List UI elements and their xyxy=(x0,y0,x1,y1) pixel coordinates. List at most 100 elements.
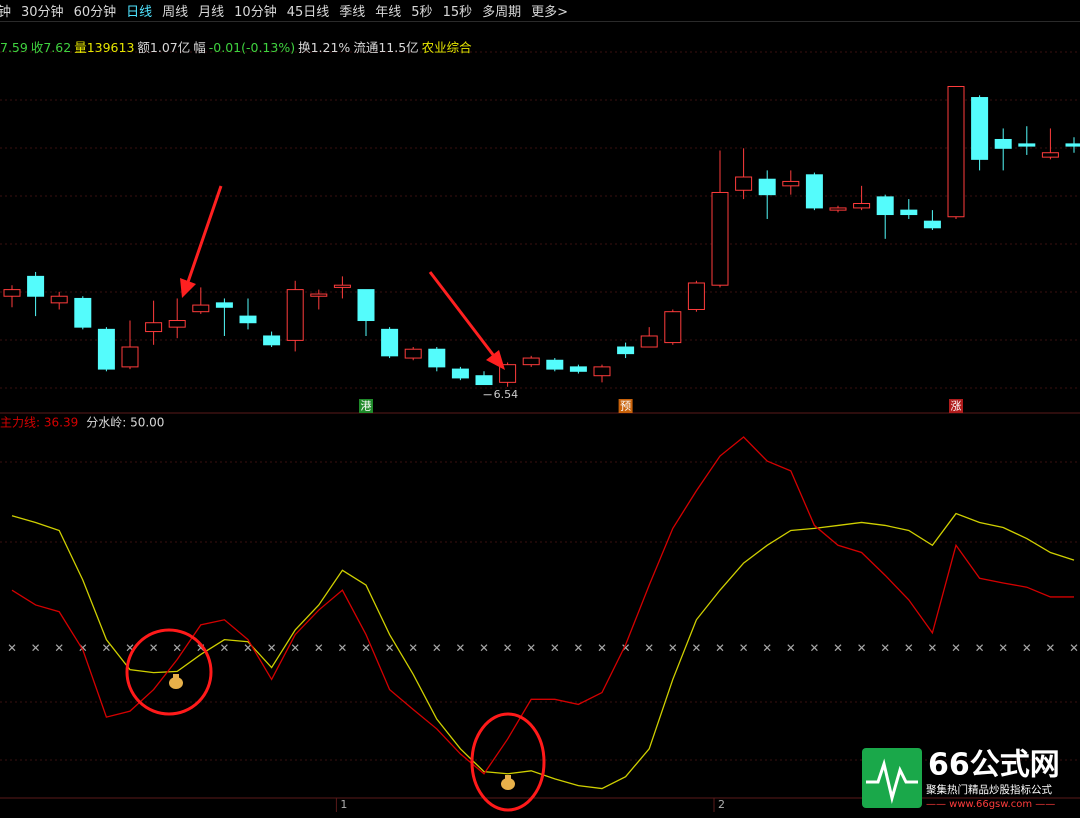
period-tab[interactable]: 月线 xyxy=(198,5,225,20)
quote-info: 7.59 收7.62 量139613 额1.07亿幅 -0.01(-0.13%) 换1.2… xyxy=(0,37,475,56)
signal-badge: 港 xyxy=(361,400,372,413)
reference-marker xyxy=(315,644,323,652)
candle-body xyxy=(947,85,965,218)
reference-marker xyxy=(150,644,158,652)
reference-marker xyxy=(976,644,984,652)
signal-badge: 涨 xyxy=(951,400,962,413)
reference-marker xyxy=(999,644,1007,652)
candle-body xyxy=(900,209,918,216)
legend-entry: 分水岭: 50.00 xyxy=(86,416,164,430)
quote-field: 幅 xyxy=(193,40,206,55)
candle-body xyxy=(640,335,658,348)
period-tab[interactable]: 季线 xyxy=(339,5,366,20)
candle-body xyxy=(192,304,210,313)
candle-body xyxy=(617,346,635,355)
candle-body xyxy=(239,315,257,324)
candle-body xyxy=(1041,152,1059,158)
reference-marker xyxy=(480,644,488,652)
candles: 1 港 6.54 预 2 涨 xyxy=(3,85,1080,812)
reference-marker xyxy=(173,644,181,652)
candle-body xyxy=(428,348,446,368)
low-label: 6.54 xyxy=(494,388,518,401)
arrow-head xyxy=(180,278,196,298)
reference-marker xyxy=(834,644,842,652)
candle-body xyxy=(286,289,304,341)
reference-marker xyxy=(32,644,40,652)
candle-body xyxy=(168,320,186,328)
reference-marker xyxy=(244,644,252,652)
legend-entry: 主力线: 36.39 xyxy=(0,416,78,430)
quote-field: 换1.21% xyxy=(298,40,351,55)
candle-body xyxy=(50,295,68,304)
reference-marker xyxy=(858,644,866,652)
candle-body xyxy=(522,357,540,366)
period-tab[interactable]: 多周期 xyxy=(482,5,522,20)
reference-marker xyxy=(456,644,464,652)
period-tab[interactable]: 30分钟 xyxy=(21,5,64,20)
reference-marker xyxy=(551,644,559,652)
grid xyxy=(0,51,1080,761)
logo: 66公式网 聚集热门精品炒股指标公式 —— www.66gsw.com —— xyxy=(862,748,1060,810)
reference-marker xyxy=(574,644,582,652)
period-tab[interactable]: 日线 xyxy=(126,5,153,20)
candle-body xyxy=(876,196,894,216)
period-tab[interactable]: 60分钟 xyxy=(73,5,117,20)
money-bag-icon xyxy=(501,775,515,790)
period-tab[interactable]: 年线 xyxy=(375,5,402,20)
reference-marker xyxy=(386,644,394,652)
logo-text: 66公式网 xyxy=(928,748,1060,783)
candle-body xyxy=(1018,143,1036,147)
reference-marker xyxy=(810,644,818,652)
candle-body xyxy=(97,328,115,370)
reference-marker xyxy=(8,644,16,652)
candle-body xyxy=(145,322,163,333)
candle-body xyxy=(923,220,941,229)
reference-marker xyxy=(220,644,228,652)
annotations xyxy=(125,185,546,812)
candle-body xyxy=(74,297,92,328)
reference-marker xyxy=(362,644,370,652)
candle-body xyxy=(711,191,729,286)
reference-marker xyxy=(716,644,724,652)
signal-badge-bg xyxy=(359,399,373,413)
indicator-line xyxy=(11,436,1074,775)
arrow xyxy=(186,185,223,283)
period-toolbar: 钟 30分钟 60分钟 日线 周线 月线 10分钟 45日线 季线 年线 5秒 15秒 多周期 更多> xyxy=(0,0,1080,22)
quote-field: 收7.62 xyxy=(30,40,72,55)
quote-field: -0.01(-0.13%) xyxy=(208,40,296,55)
candle-body xyxy=(381,328,399,357)
reference-marker xyxy=(645,644,653,652)
period-tab[interactable]: 钟 xyxy=(0,5,12,20)
reference-marker xyxy=(598,644,606,652)
highlight-circle xyxy=(470,712,546,812)
reference-marker xyxy=(55,644,63,652)
period-tab[interactable]: 15秒 xyxy=(442,5,473,20)
period-tab[interactable]: 10分钟 xyxy=(234,5,277,20)
logo-slogan: 聚集热门精品炒股指标公式 xyxy=(926,783,1052,796)
signal-badge: 预 xyxy=(620,400,631,413)
period-tab[interactable]: 5秒 xyxy=(411,5,433,20)
candle-body xyxy=(735,176,753,191)
candle-body xyxy=(782,180,800,187)
reference-marker xyxy=(409,644,417,652)
candle-body xyxy=(215,302,233,308)
candle-body xyxy=(853,203,871,209)
reference-marker xyxy=(268,644,276,652)
quote-field: 额1.07亿 xyxy=(137,40,191,55)
reference-marker xyxy=(527,644,535,652)
candle-body xyxy=(333,284,351,288)
candle-body xyxy=(451,368,469,379)
period-tab[interactable]: 周线 xyxy=(162,5,189,20)
candle-body xyxy=(546,359,564,370)
candle-body xyxy=(121,346,139,368)
period-tab[interactable]: 45日线 xyxy=(286,5,330,20)
candle-body xyxy=(27,275,45,297)
highlight-circle xyxy=(125,628,213,716)
candle-body xyxy=(3,289,21,297)
candle-body xyxy=(664,311,682,344)
signal-badge-bg xyxy=(618,399,633,413)
period-tab[interactable]: 更多> xyxy=(531,5,569,20)
candle-body xyxy=(687,282,705,310)
candle-body xyxy=(475,375,493,386)
